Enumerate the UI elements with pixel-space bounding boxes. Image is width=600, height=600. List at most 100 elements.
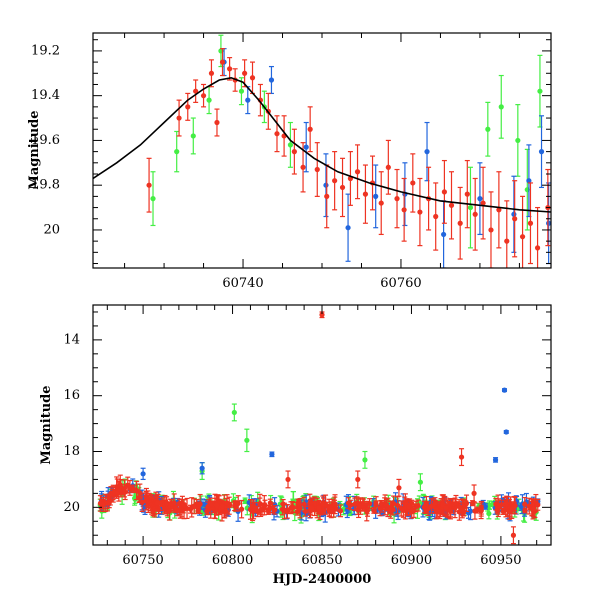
green-series-point xyxy=(206,97,212,103)
red-series-point xyxy=(106,500,112,506)
red-series-point xyxy=(288,505,294,511)
blue-outlier-point xyxy=(199,465,205,471)
blue-series-point xyxy=(303,144,309,150)
zoom-axis-ticks xyxy=(93,33,551,268)
green-series-point xyxy=(287,142,294,148)
blue-series-point xyxy=(538,149,545,155)
red-series-point xyxy=(443,505,449,511)
zoom-y-tick-label: 19.4 xyxy=(31,88,60,103)
red-series-point xyxy=(249,75,256,81)
red-series-point xyxy=(388,507,394,513)
red-series-point xyxy=(219,59,226,65)
blue-outlier-point xyxy=(492,457,499,463)
red-series-point xyxy=(208,70,215,76)
red-series-point xyxy=(415,502,421,509)
red-series-point xyxy=(504,238,510,244)
red-series-point xyxy=(272,507,278,513)
red-series-point xyxy=(512,216,518,222)
blue-series-point xyxy=(373,193,379,199)
red-series-point xyxy=(193,88,199,94)
red-series-point xyxy=(480,200,486,206)
zoom-y-tick-label: 19.6 xyxy=(31,133,60,148)
zoom-x-tick-label: 60740 xyxy=(222,276,263,291)
green-series-point xyxy=(238,88,245,94)
green-series-point xyxy=(485,126,491,132)
red-series-point xyxy=(503,500,510,506)
red-series-point xyxy=(474,507,480,513)
blue-series-point xyxy=(424,149,430,155)
red-series-point xyxy=(301,501,307,507)
green-outlier-point xyxy=(231,409,237,416)
zoom-data-points xyxy=(146,34,551,268)
red-series-point xyxy=(219,504,226,510)
red-series-point xyxy=(457,220,463,226)
red-series-point xyxy=(139,499,145,505)
red-series-point xyxy=(307,126,313,132)
full-x-tick-label: 60950 xyxy=(480,553,521,568)
full-axis-ticks xyxy=(93,305,551,545)
red-series-point xyxy=(200,93,207,99)
red-series-point xyxy=(423,502,429,508)
red-series-point xyxy=(535,502,541,508)
red-series-point xyxy=(463,500,470,506)
red-series-point xyxy=(530,506,537,512)
red-series-point xyxy=(266,506,272,512)
red-series-point xyxy=(261,502,267,508)
red-outlier-point xyxy=(471,490,477,496)
red-series-point xyxy=(509,507,515,513)
red-series-point xyxy=(432,500,438,506)
green-series-point xyxy=(150,196,156,202)
red-series-point xyxy=(213,502,220,508)
red-series-point xyxy=(519,234,526,240)
red-series-point xyxy=(394,196,400,202)
red-series-point xyxy=(285,508,291,514)
green-series-point xyxy=(486,510,492,517)
green-series-point xyxy=(486,502,493,508)
red-series-point xyxy=(127,485,133,491)
zoom-plot-frame xyxy=(92,32,552,269)
red-series-point xyxy=(447,508,454,514)
red-series-point xyxy=(122,489,128,495)
blue-series-point xyxy=(467,508,474,514)
green-outlier-point xyxy=(244,437,250,443)
red-series-point xyxy=(534,245,541,251)
blue-outlier-point xyxy=(501,387,508,393)
red-series-point xyxy=(495,503,501,509)
red-series-point xyxy=(441,189,447,195)
zoom-y-tick-label: 19.2 xyxy=(31,43,60,58)
zoom-y-axis-title: Magnitude xyxy=(27,110,42,189)
red-series-point xyxy=(332,501,338,507)
blue-outlier-point xyxy=(269,451,275,457)
green-outlier-point xyxy=(362,457,368,463)
red-series-point xyxy=(227,66,233,72)
red-series-point xyxy=(302,508,309,514)
red-series-point xyxy=(300,164,306,170)
red-series-point xyxy=(280,501,286,507)
red-series-point xyxy=(339,184,346,191)
red-series-point xyxy=(478,508,484,514)
light-curve-full-panel: 14 16 18 20 60750 60800 60850 60900 6095… xyxy=(39,304,552,587)
red-series-point xyxy=(223,508,229,514)
red-series-point xyxy=(176,115,182,121)
full-data-points xyxy=(97,311,541,545)
blue-series-point xyxy=(526,178,532,184)
red-series-point xyxy=(233,504,239,510)
red-series-point xyxy=(214,119,220,126)
red-series-point xyxy=(354,500,360,506)
red-series-point xyxy=(314,166,320,173)
red-series-point xyxy=(324,193,330,199)
green-series-point xyxy=(190,133,196,139)
red-series-point xyxy=(464,191,470,197)
red-series-point xyxy=(309,505,315,511)
model-fit-curve xyxy=(93,76,551,213)
blue-series-point xyxy=(477,196,483,202)
red-series-point xyxy=(252,505,258,511)
full-x-tick-label: 60800 xyxy=(212,553,253,568)
red-series-point xyxy=(373,500,379,506)
green-series-point xyxy=(467,204,474,211)
red-series-point xyxy=(433,213,439,220)
red-series-point xyxy=(472,211,478,217)
red-series-point xyxy=(191,503,197,509)
red-series-point xyxy=(242,70,248,76)
blue-series-point xyxy=(245,97,251,103)
